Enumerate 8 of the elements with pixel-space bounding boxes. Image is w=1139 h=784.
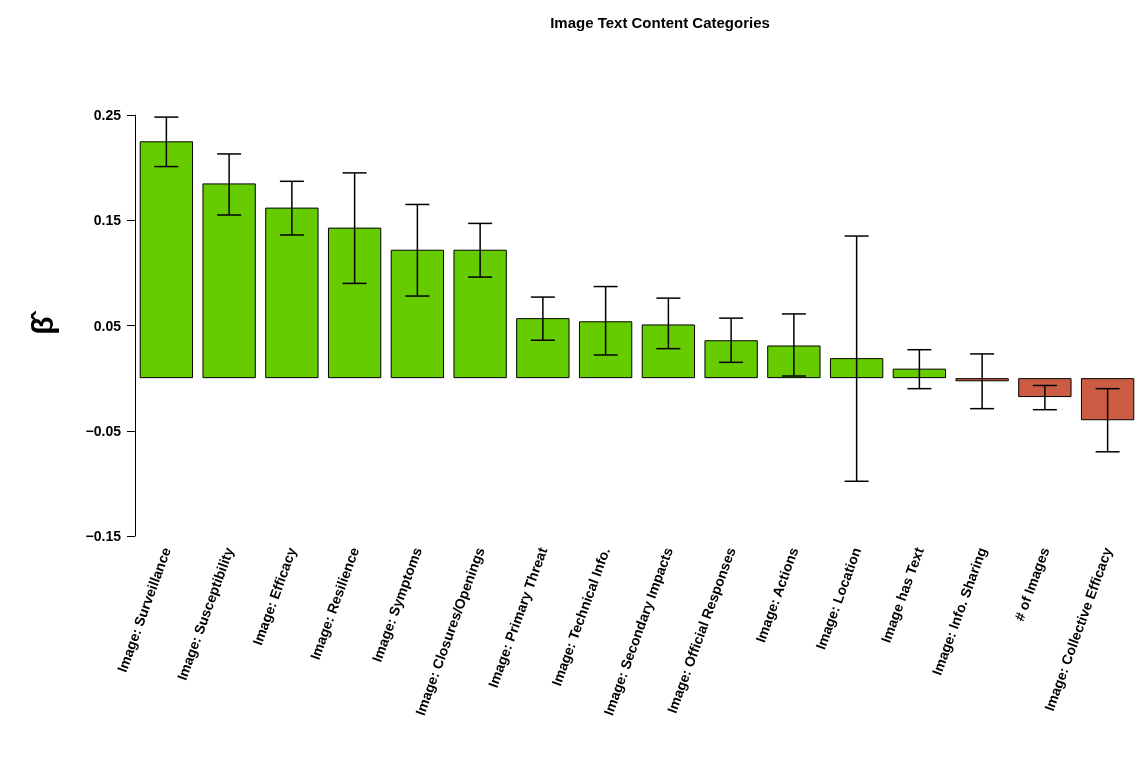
chart-title: Image Text Content Categories (550, 14, 770, 31)
x-tick-label: Image has Text (877, 544, 927, 645)
y-tick-label: 0.25 (93, 107, 122, 123)
y-tick-label: 0.05 (93, 317, 122, 334)
y-tick-label: −0.05 (85, 422, 122, 439)
y-axis-title: β̂ (25, 310, 59, 335)
y-tick-label: 0.15 (93, 212, 122, 229)
y-tick-label: −0.15 (85, 528, 122, 544)
